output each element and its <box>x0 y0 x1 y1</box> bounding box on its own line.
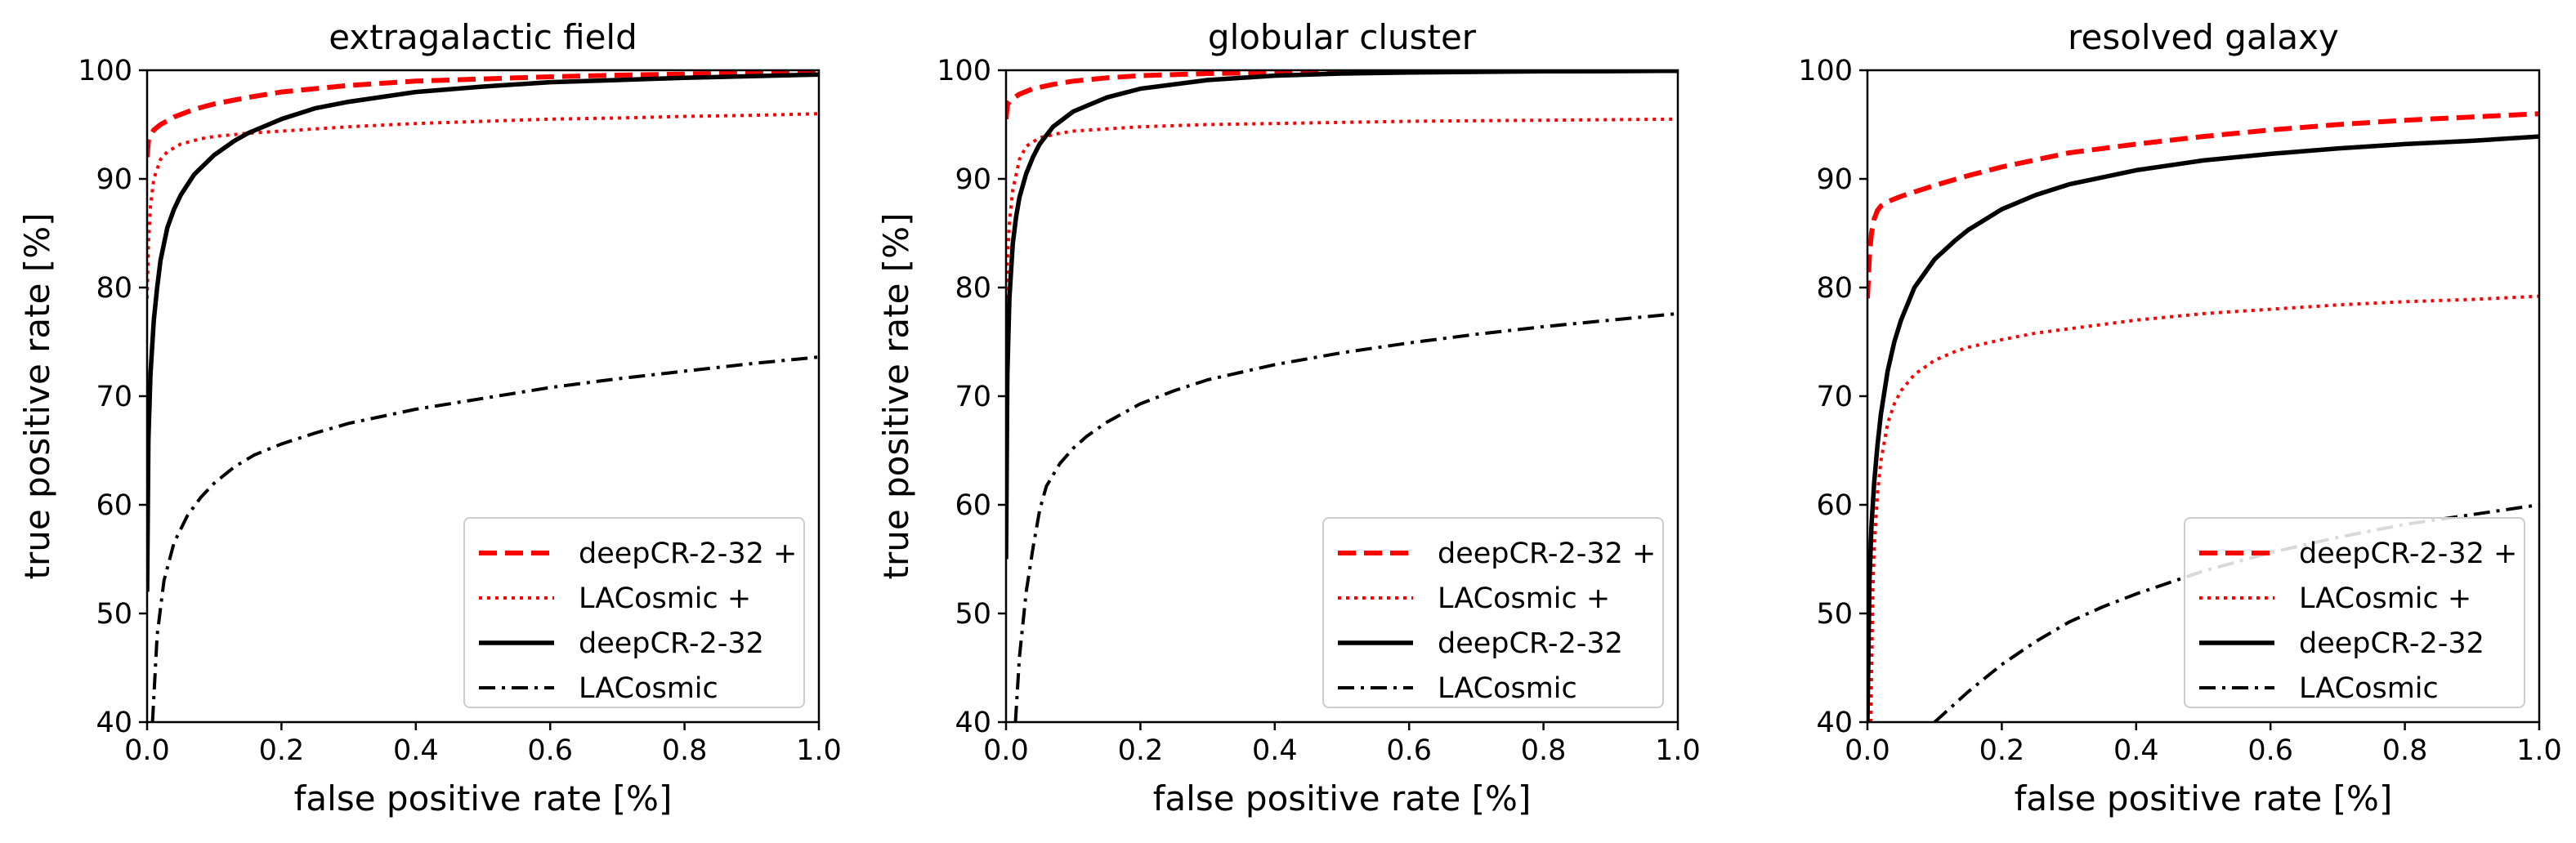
y-tick-label: 40 <box>96 707 132 739</box>
y-tick-label: 70 <box>1816 381 1853 413</box>
x-tick-label: 1.0 <box>2516 734 2562 767</box>
series-line-4 <box>1933 503 2539 722</box>
x-tick-label: 1.0 <box>1655 734 1701 767</box>
legend-label-1: deepCR-2-32 + <box>1438 537 1656 570</box>
series-line-3 <box>1867 134 2539 722</box>
legend-label-3: deepCR-2-32 <box>2299 627 2484 660</box>
legend: deepCR-2-32 + LACosmic + deepCR-2-32 LACosm… <box>2184 517 2525 708</box>
series-line-1 <box>147 70 819 158</box>
y-tick-label: 80 <box>96 272 132 305</box>
legend-label-4: LACosmic <box>2299 672 2439 705</box>
legend-label-3: deepCR-2-32 <box>1438 627 1623 660</box>
series-line-1 <box>1006 70 1678 120</box>
series-line-4 <box>1013 311 1678 722</box>
y-axis-label: true positive rate [%] <box>17 213 57 580</box>
y-tick-label: 90 <box>96 163 132 196</box>
series-line-3 <box>147 72 819 592</box>
legend-label-4: LACosmic <box>1438 672 1577 705</box>
x-tick-label: 0.4 <box>393 734 439 767</box>
series-line-1 <box>1867 111 2539 299</box>
x-tick-label: 0.2 <box>1118 734 1164 767</box>
y-tick-label: 60 <box>955 489 991 522</box>
y-tick-label: 80 <box>955 272 991 305</box>
series-line-2 <box>1869 294 2539 722</box>
legend-label-2: LACosmic + <box>579 582 751 615</box>
y-axis-label: true positive rate [%] <box>876 213 916 580</box>
legend-box <box>463 517 805 708</box>
y-tick-label: 40 <box>955 707 991 739</box>
y-tick-label: 50 <box>96 598 132 631</box>
chart-panel-3: 0.0 0.2 0.4 0.6 0.8 1.0 40 50 60 70 80 90 100 resolve… <box>1798 17 2562 818</box>
y-tick-label: 40 <box>1816 707 1853 739</box>
x-tick-label: 0.6 <box>527 734 573 767</box>
legend: deepCR-2-32 + LACosmic + deepCR-2-32 LACosm… <box>463 517 805 708</box>
legend-label-3: deepCR-2-32 <box>579 627 764 660</box>
x-tick-label: 0.4 <box>2113 734 2159 767</box>
x-tick-label: 0.4 <box>1252 734 1298 767</box>
chart-panel-1: 0.0 0.2 0.4 0.6 0.8 1.0 40 50 60 70 80 90 100 extraga… <box>17 17 842 818</box>
y-tick-label: 90 <box>1816 163 1853 196</box>
chart-title: globular cluster <box>1208 17 1477 57</box>
series-line-4 <box>150 355 819 722</box>
y-tick-label: 60 <box>1816 489 1853 522</box>
x-tick-label: 0.8 <box>2382 734 2428 767</box>
y-tick-label: 50 <box>1816 598 1853 631</box>
series-group <box>147 70 819 722</box>
x-tick-label: 0.6 <box>1386 734 1432 767</box>
y-tick-label: 100 <box>78 55 132 87</box>
y-tick-label: 60 <box>96 489 132 522</box>
legend-label-4: LACosmic <box>579 672 718 705</box>
legend-label-1: deepCR-2-32 + <box>579 537 797 570</box>
x-tick-label: 0.2 <box>1979 734 2025 767</box>
y-tick-label: 70 <box>96 381 132 413</box>
series-line-3 <box>1006 70 1678 560</box>
x-tick-label: 0.6 <box>2247 734 2293 767</box>
legend: deepCR-2-32 + LACosmic + deepCR-2-32 LACosm… <box>1322 517 1664 708</box>
x-tick-label: 0.0 <box>983 734 1029 767</box>
y-tick-label: 100 <box>937 55 991 87</box>
y-tick-label: 90 <box>955 163 991 196</box>
chart-panel-2: 0.0 0.2 0.4 0.6 0.8 1.0 40 50 60 70 80 90 100 globula… <box>876 17 1701 818</box>
legend-label-2: LACosmic + <box>1438 582 1610 615</box>
y-tick-label: 80 <box>1816 272 1853 305</box>
x-tick-label: 0.8 <box>662 734 708 767</box>
y-tick-label: 70 <box>955 381 991 413</box>
x-tick-label: 0.8 <box>1521 734 1567 767</box>
chart-title: resolved galaxy <box>2068 17 2339 57</box>
x-tick-label: 0.0 <box>124 734 170 767</box>
x-axis-label: false positive rate [%] <box>1153 778 1532 818</box>
x-axis-label: false positive rate [%] <box>2015 778 2393 818</box>
x-tick-label: 0.2 <box>259 734 305 767</box>
x-tick-label: 0.0 <box>1845 734 1890 767</box>
series-group <box>1867 111 2539 722</box>
chart-title: extragalactic field <box>329 17 637 57</box>
series-line-2 <box>147 112 819 299</box>
y-tick-label: 100 <box>1798 55 1853 87</box>
legend-label-1: deepCR-2-32 + <box>2299 537 2517 570</box>
legend-label-2: LACosmic + <box>2299 582 2471 615</box>
legend-box <box>2184 517 2525 708</box>
y-tick-label: 50 <box>955 598 991 631</box>
series-line-2 <box>1006 117 1678 332</box>
x-tick-label: 1.0 <box>796 734 842 767</box>
x-axis-label: false positive rate [%] <box>294 778 673 818</box>
legend-box <box>1322 517 1664 708</box>
